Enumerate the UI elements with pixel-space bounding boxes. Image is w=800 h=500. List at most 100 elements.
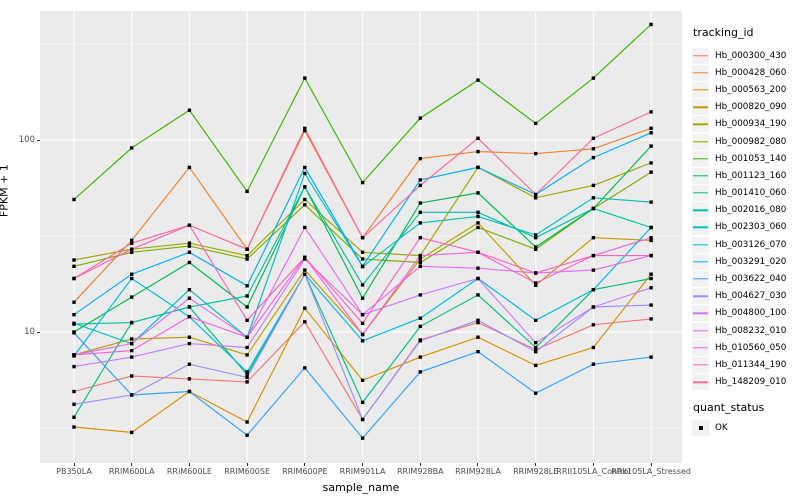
data-point (418, 324, 422, 329)
data-point (476, 318, 480, 322)
legend-key-swatch (692, 322, 709, 339)
legend-key-line (693, 295, 708, 297)
quant-key-square-icon (698, 426, 703, 431)
legend-key-swatch (692, 133, 709, 150)
x-tick-mark (592, 463, 594, 466)
legend-key-swatch (692, 253, 709, 270)
data-point (72, 276, 76, 281)
legend-label: Hb_003622_040 (715, 274, 787, 285)
data-point (187, 362, 192, 366)
data-point (418, 236, 422, 240)
data-point (649, 126, 653, 130)
legend-key-swatch (692, 150, 709, 167)
data-point (303, 126, 307, 130)
data-point (649, 355, 653, 359)
quant-key-swatch (692, 420, 709, 437)
legend-key-line (693, 175, 708, 177)
data-point (245, 345, 249, 350)
data-point (534, 281, 538, 285)
data-point (245, 294, 249, 298)
legend-item-Hb_002303_060: Hb_002303_060 (692, 219, 798, 236)
legend-item-Hb_001053_140: Hb_001053_140 (692, 150, 798, 167)
legend-item-Hb_000820_090: Hb_000820_090 (692, 99, 798, 116)
data-point (187, 250, 192, 254)
data-point (591, 323, 596, 327)
legend-label: Hb_001053_140 (715, 153, 787, 164)
data-point (418, 221, 422, 225)
data-point (245, 353, 249, 357)
data-point (534, 271, 538, 275)
quant-status-item: OK (692, 420, 798, 437)
x-tick-label: RRIM928LA (455, 467, 501, 476)
data-point (72, 353, 76, 357)
legend-item-Hb_003622_040: Hb_003622_040 (692, 270, 798, 288)
data-point (187, 335, 192, 339)
y-tick-label: 100 (18, 135, 35, 145)
data-point (72, 258, 76, 262)
legend-item-Hb_000300_430: Hb_000300_430 (692, 47, 798, 64)
legend-label: Hb_148209_010 (715, 377, 787, 388)
data-point (534, 151, 538, 156)
data-point (130, 247, 134, 251)
x-tick-mark (73, 463, 75, 466)
legend-label: Hb_000934_190 (715, 119, 787, 130)
data-point (72, 331, 76, 335)
data-point (534, 341, 538, 345)
data-point (360, 332, 365, 337)
x-tick-label: RRIM600LE (166, 467, 212, 476)
data-point (303, 272, 307, 276)
legend-item-Hb_001410_060: Hb_001410_060 (692, 185, 798, 202)
legend-key-swatch (692, 236, 709, 253)
legend-item-Hb_003291_020: Hb_003291_020 (692, 253, 798, 270)
legend-label: Hb_000300_430 (715, 50, 787, 61)
data-point (476, 149, 480, 154)
legend-key-line (693, 312, 708, 315)
data-point (245, 305, 249, 309)
data-point (649, 225, 653, 230)
legend-label: Hb_004800_100 (715, 308, 787, 319)
legend-key-line (693, 226, 708, 229)
legend-key-swatch (692, 374, 709, 391)
data-point (591, 362, 596, 366)
legend: tracking_id Hb_000300_430 Hb_000428_060 Hb… (692, 26, 798, 437)
legend-key-line (693, 158, 708, 160)
data-point (476, 214, 480, 219)
data-point (534, 391, 538, 395)
data-point (360, 257, 365, 261)
data-point (303, 366, 307, 370)
data-point (245, 189, 249, 194)
x-tick-label: RRIM600LA (108, 467, 155, 476)
data-point (303, 225, 307, 230)
legend-label: Hb_002303_060 (715, 222, 787, 233)
legend-item-Hb_000563_200: Hb_000563_200 (692, 81, 798, 98)
data-point (418, 116, 422, 120)
legend-key-swatch (692, 339, 709, 356)
x-tick-label: PB350LA (56, 467, 92, 476)
legend-item-Hb_001123_160: Hb_001123_160 (692, 167, 798, 184)
legend-key-line (693, 209, 708, 211)
data-point (130, 374, 134, 378)
legend-key-swatch (692, 81, 709, 98)
legend-label: Hb_000428_060 (715, 67, 787, 78)
legend-label: Hb_011344_190 (715, 359, 787, 370)
data-point (649, 161, 653, 165)
data-point (649, 238, 653, 243)
data-point (245, 257, 249, 261)
data-point (649, 286, 653, 290)
data-point (303, 76, 307, 80)
x-tick-label: RRIM928BA (396, 467, 444, 476)
legend-key-line (693, 192, 708, 194)
data-point (130, 276, 134, 281)
data-point (245, 372, 249, 377)
data-point (476, 165, 480, 170)
legend-label: Hb_000982_080 (715, 136, 787, 147)
data-point (418, 264, 422, 268)
data-point (534, 192, 538, 197)
x-tick-mark (362, 463, 364, 466)
data-point (130, 241, 134, 245)
data-point (591, 147, 596, 151)
data-point (591, 345, 596, 350)
data-point (418, 183, 422, 188)
data-point (476, 136, 480, 140)
data-point (418, 370, 422, 374)
